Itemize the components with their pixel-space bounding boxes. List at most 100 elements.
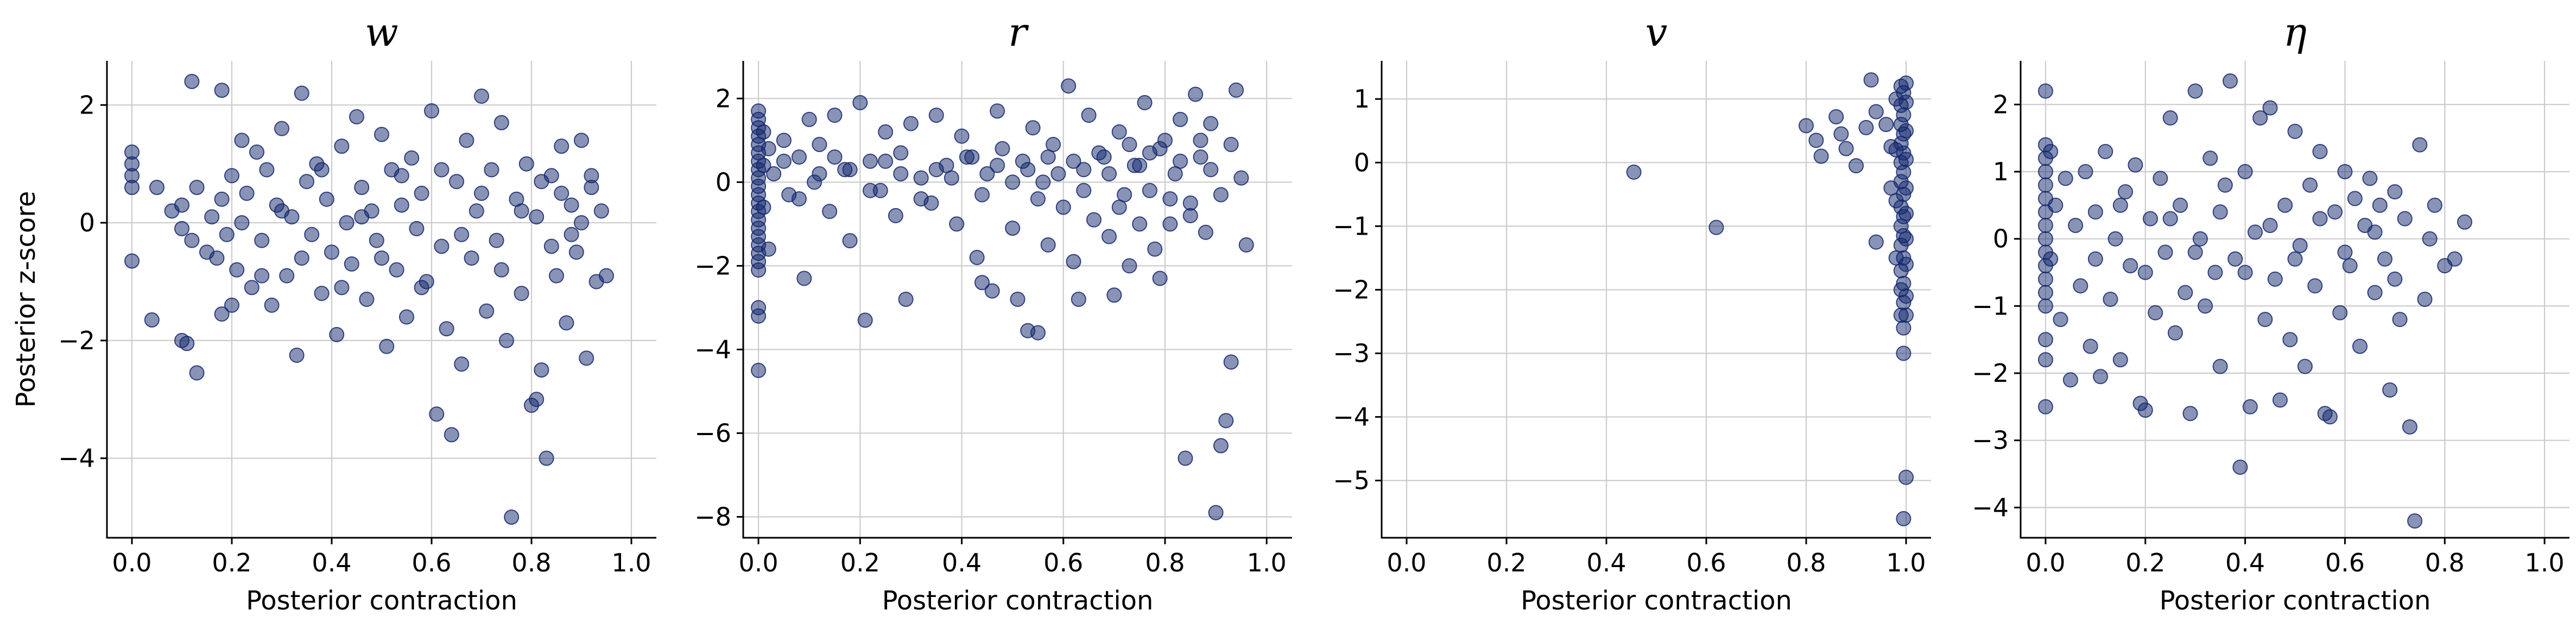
data-point bbox=[2402, 419, 2417, 435]
data-point bbox=[394, 197, 409, 213]
x-tick-label: 0.8 bbox=[2425, 548, 2465, 577]
data-point bbox=[1102, 229, 1117, 244]
data-point bbox=[2367, 224, 2383, 240]
x-tick-label: 0.6 bbox=[1686, 548, 1726, 577]
data-point bbox=[2377, 251, 2393, 267]
y-tick-label: 2 bbox=[79, 90, 95, 119]
data-point bbox=[1173, 153, 1188, 169]
data-point bbox=[2397, 211, 2413, 227]
data-point bbox=[949, 216, 965, 232]
x-tick-label: 0.4 bbox=[942, 548, 982, 577]
data-point bbox=[219, 227, 235, 242]
data-point bbox=[1898, 205, 1914, 221]
y-tick-label: −2 bbox=[58, 326, 95, 355]
data-point bbox=[1182, 207, 1198, 223]
x-tick-label: 0.6 bbox=[412, 548, 451, 577]
y-tick-label: −3 bbox=[1333, 339, 1370, 368]
data-point bbox=[827, 108, 843, 123]
data-point bbox=[349, 109, 364, 124]
scatter-points bbox=[124, 73, 614, 525]
data-point bbox=[2037, 271, 2053, 287]
data-point bbox=[2387, 184, 2403, 200]
data-point bbox=[1858, 119, 1874, 135]
data-point bbox=[1102, 166, 1117, 181]
data-point bbox=[184, 73, 200, 89]
data-point bbox=[529, 392, 545, 407]
data-point bbox=[756, 199, 771, 215]
data-point bbox=[2297, 358, 2313, 374]
data-point bbox=[1203, 162, 1219, 178]
y-tick-label: 1 bbox=[1354, 84, 1370, 114]
data-point bbox=[2037, 285, 2053, 300]
y-tick-label: −1 bbox=[1972, 291, 2009, 320]
data-point bbox=[852, 95, 868, 111]
data-point bbox=[1229, 82, 1244, 98]
data-point bbox=[1173, 111, 1188, 127]
data-point bbox=[429, 406, 445, 422]
data-point bbox=[2142, 211, 2158, 227]
data-point bbox=[264, 297, 280, 313]
data-point bbox=[1040, 149, 1056, 165]
data-point bbox=[289, 347, 305, 363]
data-point bbox=[1111, 199, 1127, 215]
data-point bbox=[2198, 298, 2213, 314]
data-point bbox=[2212, 204, 2228, 220]
x-tick-label: 0.0 bbox=[739, 548, 779, 577]
data-point bbox=[2277, 197, 2293, 213]
data-point bbox=[229, 262, 245, 278]
data-point bbox=[1193, 133, 1208, 148]
data-point bbox=[969, 249, 985, 265]
data-point bbox=[2178, 285, 2193, 300]
data-point bbox=[1071, 292, 1086, 307]
y-tick-label: −2 bbox=[1972, 358, 2009, 388]
data-point bbox=[2282, 332, 2298, 348]
data-point bbox=[2192, 231, 2208, 247]
data-point bbox=[549, 268, 564, 284]
data-point bbox=[369, 232, 384, 248]
data-point bbox=[2362, 171, 2378, 186]
data-point bbox=[1896, 511, 1912, 526]
panel-title: r bbox=[1008, 9, 1029, 55]
data-point bbox=[354, 180, 370, 196]
panels: 0.0 0.2 0.4 0.6 0.8 1.0 −4 −2 0 2 w Posterior contr… bbox=[11, 9, 2569, 616]
data-point bbox=[559, 315, 574, 331]
data-point bbox=[796, 271, 812, 286]
data-point bbox=[1050, 166, 1066, 181]
data-point bbox=[2352, 338, 2368, 354]
data-point bbox=[434, 238, 450, 254]
data-point bbox=[2043, 251, 2059, 267]
data-point bbox=[254, 268, 270, 284]
data-point bbox=[359, 292, 375, 307]
data-point bbox=[1896, 164, 1912, 180]
data-point bbox=[1152, 271, 1168, 286]
data-point bbox=[1147, 241, 1163, 257]
x-tick-label: 0.2 bbox=[212, 548, 251, 577]
data-point bbox=[189, 180, 205, 196]
data-point bbox=[324, 244, 339, 260]
data-point bbox=[584, 168, 599, 184]
data-point bbox=[449, 174, 464, 190]
data-point bbox=[776, 153, 792, 169]
data-point bbox=[2037, 217, 2053, 233]
data-point bbox=[404, 150, 420, 166]
data-point bbox=[2118, 184, 2134, 200]
data-point bbox=[1198, 224, 1213, 240]
y-tick-label: −6 bbox=[694, 418, 731, 448]
data-point bbox=[1208, 505, 1224, 520]
data-point bbox=[878, 153, 894, 169]
y-tick-label: −2 bbox=[694, 251, 731, 280]
data-point bbox=[124, 180, 140, 196]
y-tick-label: −4 bbox=[694, 335, 731, 364]
data-point bbox=[319, 191, 334, 207]
data-point bbox=[409, 221, 425, 236]
data-point bbox=[239, 185, 255, 201]
data-point bbox=[214, 306, 230, 322]
data-point bbox=[1203, 116, 1219, 131]
data-point bbox=[913, 170, 929, 186]
data-point bbox=[2217, 177, 2233, 193]
data-point bbox=[2267, 271, 2283, 287]
data-point bbox=[2312, 143, 2328, 159]
data-point bbox=[964, 149, 980, 165]
data-point bbox=[444, 427, 459, 443]
data-point bbox=[2087, 251, 2103, 267]
